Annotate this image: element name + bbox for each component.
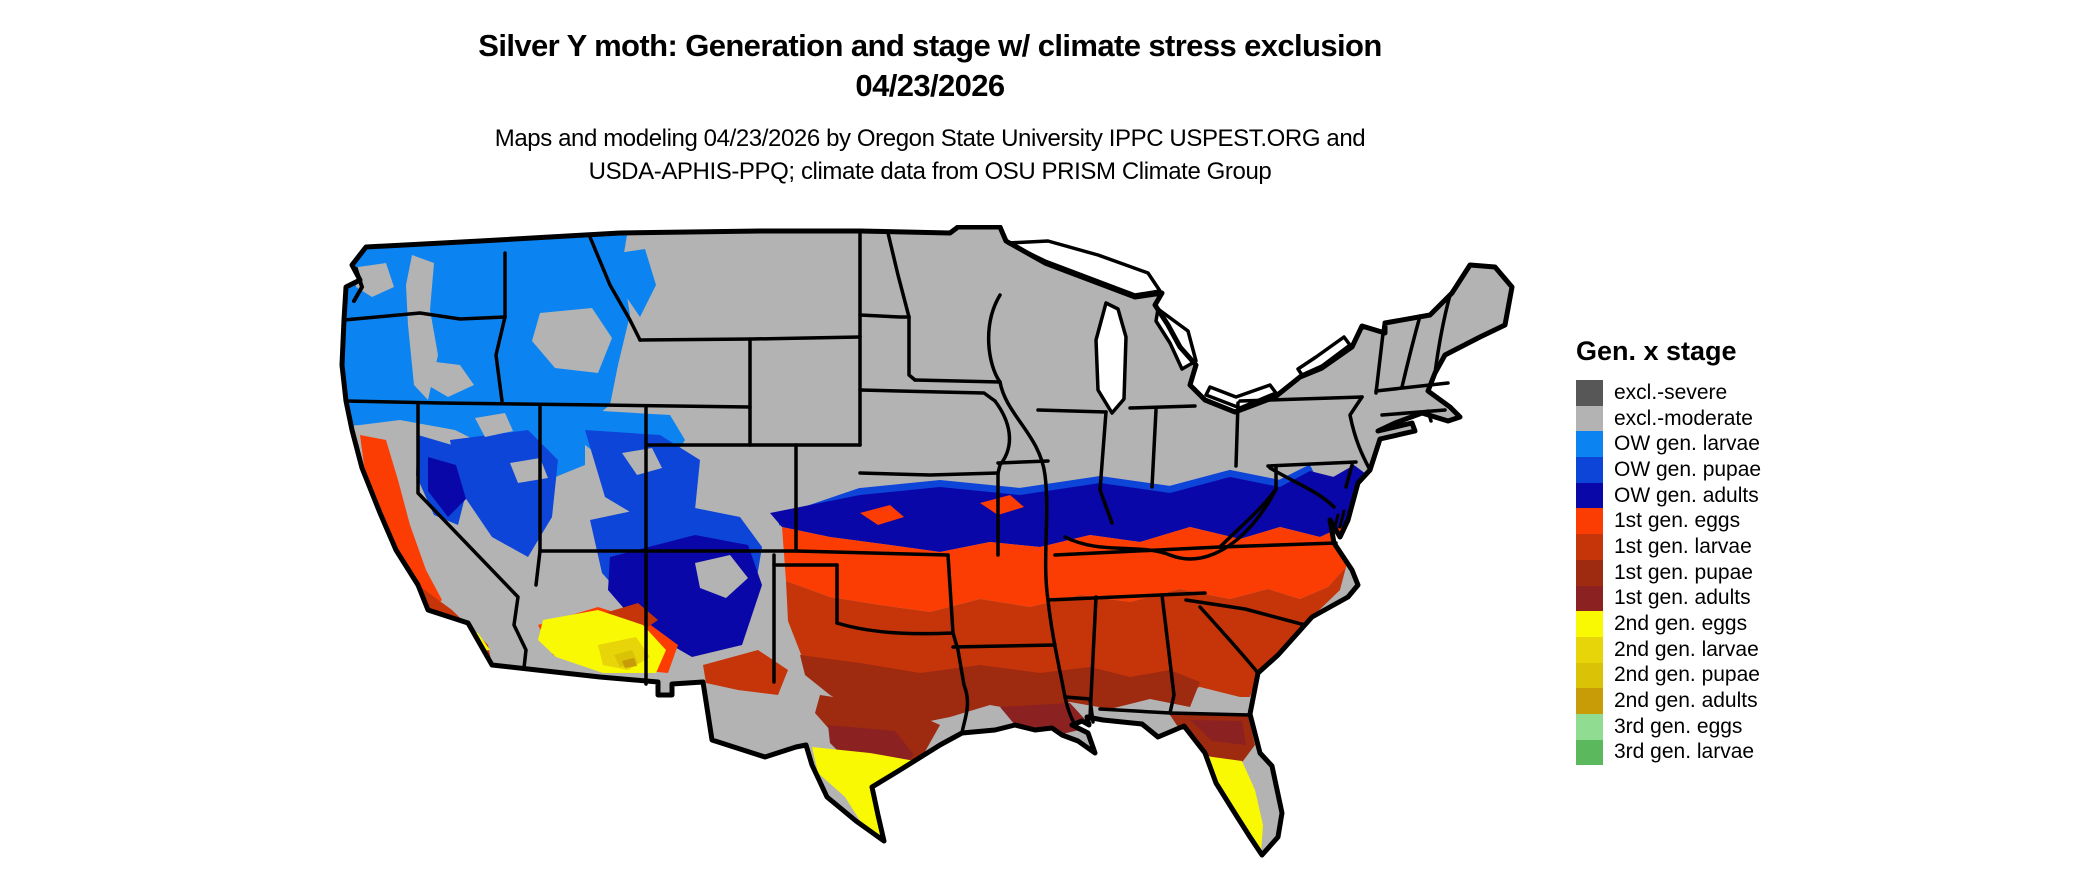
legend-label: OW gen. pupae xyxy=(1614,457,1762,481)
legend-label: 1st gen. adults xyxy=(1614,586,1751,610)
legend-item: 3rd gen. eggs xyxy=(1576,713,1761,740)
legend-label: excl.-severe xyxy=(1614,380,1728,404)
map-region-mountain-exclusions xyxy=(356,255,748,598)
puget-sound-inlets xyxy=(352,267,365,303)
state-borders xyxy=(342,231,1452,735)
legend-label: OW gen. larvae xyxy=(1614,432,1760,456)
map-region-1st-larvae-wtexas xyxy=(703,650,788,695)
legend-label: 2nd gen. adults xyxy=(1614,689,1758,713)
legend-swatch xyxy=(1576,482,1603,509)
legend-swatch xyxy=(1576,739,1603,766)
legend-swatch xyxy=(1576,508,1603,535)
map-region-ow-larvae-montana xyxy=(618,249,656,317)
map-region-3rd-eggs-keys1 xyxy=(1216,871,1234,879)
legend-item: 1st gen. pupae xyxy=(1576,559,1761,586)
legend-label: 3rd gen. eggs xyxy=(1614,714,1743,738)
map-region-2nd-adults-arizona xyxy=(622,658,637,668)
legend-swatch xyxy=(1576,559,1603,586)
legend-swatch xyxy=(1576,636,1603,663)
lake-michigan xyxy=(1094,301,1128,415)
legend-item: excl.-moderate xyxy=(1576,405,1761,432)
map-region-1st-eggs-speck1 xyxy=(860,505,904,525)
map-region-3rd-larvae-keys xyxy=(1254,870,1263,878)
legend-swatch xyxy=(1576,405,1603,432)
us-outline xyxy=(339,224,1515,858)
legend-item: 2nd gen. eggs xyxy=(1576,611,1761,637)
legend-swatch xyxy=(1576,534,1603,560)
legend-label: 1st gen. pupae xyxy=(1614,560,1753,584)
legend-rows: excl.-severe excl.-moderate OW gen. larvae… xyxy=(1576,380,1761,766)
legend-item: 2nd gen. adults xyxy=(1576,688,1761,714)
legend-label: excl.-moderate xyxy=(1614,406,1753,430)
legend-label: 1st gen. larvae xyxy=(1614,534,1752,558)
us-map-svg xyxy=(339,224,1515,879)
title-block: Silver Y moth: Generation and stage w/ c… xyxy=(0,26,1860,188)
legend-label: 2nd gen. eggs xyxy=(1614,612,1748,636)
map-region-3rd-eggs-keys2 xyxy=(1238,869,1252,877)
legend-swatch xyxy=(1576,431,1603,458)
map-region-ow-pupae-utah xyxy=(585,430,700,525)
legend-item: 3rd gen. larvae xyxy=(1576,739,1761,766)
map-region-1st-adults-nflorida xyxy=(1190,720,1246,745)
legend-item: 2nd gen. larvae xyxy=(1576,636,1761,663)
map-region-ow-adults-sierra xyxy=(428,457,466,517)
legend-label: 1st gen. eggs xyxy=(1614,509,1741,533)
legend-item: 1st gen. larvae xyxy=(1576,534,1761,560)
legend-swatch xyxy=(1576,662,1603,689)
legend-swatch xyxy=(1576,380,1603,406)
map-title-line1: Silver Y moth: Generation and stage w/ c… xyxy=(478,28,1382,63)
legend-item: 1st gen. eggs xyxy=(1576,508,1761,535)
subtitle-block: Maps and modeling 04/23/2026 by Oregon S… xyxy=(0,122,1860,188)
map-subtitle-line2: USDA-APHIS-PPQ; climate data from OSU PR… xyxy=(588,158,1272,185)
us-map xyxy=(300,224,1540,885)
legend-item: OW gen. larvae xyxy=(1576,431,1761,458)
legend-item: OW gen. adults xyxy=(1576,482,1761,509)
map-region-1st-eggs-speck2 xyxy=(980,495,1024,515)
map-region-ow-adults-band xyxy=(770,471,1352,552)
legend-swatch xyxy=(1576,585,1603,612)
map-title-date: 04/23/2026 xyxy=(855,68,1005,103)
legend-label: 3rd gen. larvae xyxy=(1614,740,1755,764)
legend-item: excl.-severe xyxy=(1576,380,1761,406)
legend-label: 2nd gen. pupae xyxy=(1614,663,1760,687)
chesapeake-inlets xyxy=(1332,509,1346,533)
legend-swatch xyxy=(1576,688,1603,714)
legend-item: 2nd gen. pupae xyxy=(1576,662,1761,689)
map-subtitle-line1: Maps and modeling 04/23/2026 by Oregon S… xyxy=(494,125,1366,152)
legend-swatch xyxy=(1576,713,1603,740)
legend-swatch xyxy=(1576,611,1603,637)
legend-item: 1st gen. adults xyxy=(1576,585,1761,612)
map-legend: Gen. x stage excl.-severe excl.-moderate O… xyxy=(1576,336,1761,766)
legend-label: 2nd gen. larvae xyxy=(1614,637,1759,661)
map-region-1st-eggs-central-valley xyxy=(360,435,442,613)
legend-title: Gen. x stage xyxy=(1576,336,1737,366)
legend-item: OW gen. pupae xyxy=(1576,457,1761,483)
legend-swatch xyxy=(1576,457,1603,483)
legend-label: OW gen. adults xyxy=(1614,483,1759,507)
